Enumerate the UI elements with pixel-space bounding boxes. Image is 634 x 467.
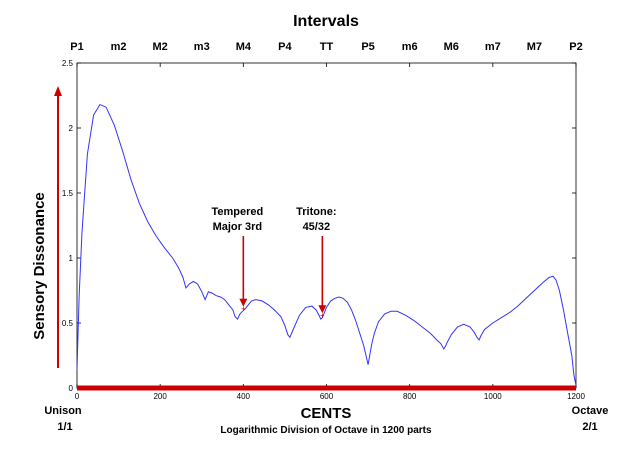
interval-label-p4: P4 (278, 41, 292, 53)
y-tick-label: 0 (69, 384, 74, 393)
octave-label: Octave (572, 405, 609, 417)
y-tick-label: 1 (69, 254, 74, 263)
interval-label-m3: m3 (194, 41, 210, 53)
interval-label-p2: P2 (569, 41, 582, 53)
x-axis-label: CENTS (301, 405, 352, 422)
annotation-line1: Tempered (211, 206, 263, 218)
interval-label-tt: TT (320, 41, 334, 53)
chart-title: Intervals (293, 13, 359, 30)
y-tick-label: 0.5 (62, 319, 74, 328)
x-tick-label: 1000 (484, 392, 502, 401)
interval-label-m6: M6 (444, 41, 459, 53)
interval-label-m2: m2 (111, 41, 127, 53)
x-tick-label: 0 (75, 392, 80, 401)
interval-label-m4: M4 (236, 41, 252, 53)
interval-label-p5: P5 (361, 41, 374, 53)
y-tick-label: 2 (69, 124, 74, 133)
annotation-marker: + (241, 305, 246, 314)
interval-label-m6: m6 (402, 41, 418, 53)
y-axis-arrowhead (54, 86, 62, 96)
x-axis: 0 200 400 600 800 1000 1200 (75, 63, 585, 401)
y-tick-label: 2.5 (62, 59, 74, 68)
interval-label-m2: M2 (153, 41, 168, 53)
x-tick-label: 600 (320, 392, 334, 401)
interval-label-m7: M7 (527, 41, 542, 53)
octave-ratio: 2/1 (582, 421, 597, 433)
y-axis-label: Sensory Dissonance (31, 192, 48, 340)
interval-labels: P1 m2 M2 m3 M4 P4 TT P5 m6 M6 m7 M7 P2 (70, 41, 582, 53)
x-tick-label: 400 (237, 392, 251, 401)
y-tick-label: 1.5 (62, 189, 74, 198)
x-tick-label: 1200 (567, 392, 585, 401)
series-line (76, 103, 577, 386)
annotations: Tempered Major 3rd + Tritone: 45/32 + (211, 206, 336, 320)
y-axis: 0 0.5 1 1.5 2 2.5 (62, 59, 576, 393)
annotation-marker: + (320, 311, 325, 320)
annotation-line1: Tritone: (296, 206, 336, 218)
annotation-arrowhead (239, 298, 248, 307)
interval-label-p1: P1 (70, 41, 83, 53)
x-tick-label: 200 (153, 392, 167, 401)
annotation-line2: 45/32 (303, 221, 331, 233)
unison-ratio: 1/1 (57, 421, 72, 433)
annotation-line2: Major 3rd (213, 221, 263, 233)
interval-label-m7: m7 (485, 41, 501, 53)
x-axis-sublabel: Logarithmic Division of Octave in 1200 p… (220, 425, 432, 436)
x-tick-label: 800 (403, 392, 417, 401)
annotation-arrowhead (318, 305, 327, 314)
unison-label: Unison (44, 405, 82, 417)
